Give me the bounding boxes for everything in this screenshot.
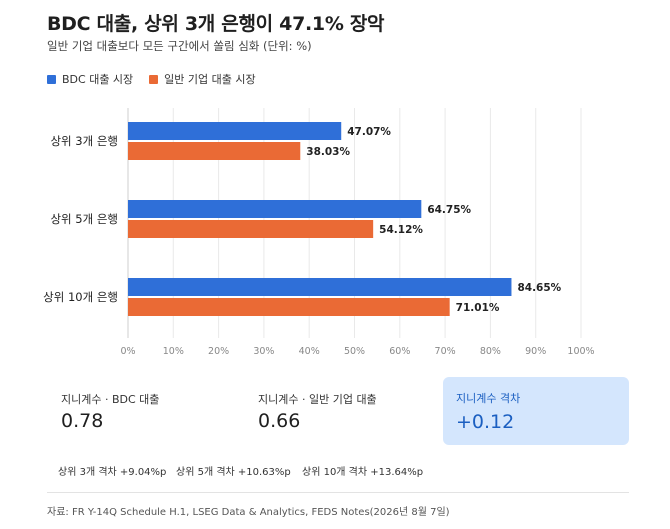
legend-swatch-corporate [149,74,159,84]
footer-divider [47,492,629,493]
data-label: 64.75% [427,204,471,216]
corp-gini-value: 0.66 [258,410,301,432]
data-label: 71.01% [456,302,500,314]
legend-item-corporate: 일반 기업 대출 시장 [149,71,256,87]
x-tick-label: 40% [299,346,320,357]
legend-swatch-bdc [47,74,56,84]
data-label: 47.07% [347,126,391,138]
x-tick-label: 20% [208,346,229,357]
legend: BDC 대출 시장 일반 기업 대출 시장 [47,71,256,87]
gap-note-top5: 상위 5개 격차 +10.63%p [176,467,291,478]
bar-bdc [128,122,342,140]
legend-label-bdc: BDC 대출 시장 [62,73,134,86]
chart-subtitle: 일반 기업 대출보다 모든 구간에서 쏠림 심화 (단위: %) [47,39,312,53]
bars: 47.07% 38.03% 64.75% 54.12% 84.65% 71.01% [128,122,562,316]
bdc-gini-value: 0.78 [61,410,104,432]
data-label: 84.65% [517,282,561,294]
x-tick-label: 10% [163,346,184,357]
gap-note-top3: 상위 3개 격차 +9.04%p [58,467,167,478]
data-label: 54.12% [379,224,423,236]
x-tick-label: 90% [525,346,546,357]
source-note: 자료: FR Y-14Q Schedule H.1, LSEG Data & A… [47,507,450,518]
bdc-gini-label: 지니계수 · BDC 대출 [61,393,160,406]
gini-gap-card: 지니계수 격차 +0.12 [443,377,629,445]
bar-corporate [128,298,450,316]
gini-gap-value: +0.12 [456,411,515,433]
chart-title: BDC 대출, 상위 3개 은행이 47.1% 장악 [47,13,385,35]
x-tick-label: 50% [344,346,365,357]
bar-corporate [128,220,374,238]
x-tick-label: 60% [389,346,410,357]
bar-corporate [128,142,301,160]
legend-label-corporate: 일반 기업 대출 시장 [164,73,256,86]
x-tick-label: 70% [435,346,456,357]
data-label: 38.03% [306,146,350,158]
gap-note-top10: 상위 10개 격차 +13.64%p [302,467,424,478]
category-label: 상위 5개 은행 [50,212,118,226]
legend-item-bdc: BDC 대출 시장 [47,71,133,87]
x-tick-label: 80% [480,346,501,357]
category-label: 상위 10개 은행 [43,290,118,304]
x-tick-labels: 0% 10% 20% 30% 40% 50% 60% 70% 80% 90% 100% [120,346,594,357]
bar-bdc [128,278,512,296]
x-tick-label: 30% [253,346,274,357]
category-label: 상위 3개 은행 [50,134,118,148]
bar-bdc [128,200,422,218]
corp-gini-label: 지니계수 · 일반 기업 대출 [258,393,377,406]
bar-chart: 47.07% 38.03% 64.75% 54.12% 84.65% 71.01% 상위 … [43,108,595,357]
x-tick-label: 0% [120,346,135,357]
x-tick-label: 100% [567,346,594,357]
gini-gap-label: 지니계수 격차 [456,392,521,405]
